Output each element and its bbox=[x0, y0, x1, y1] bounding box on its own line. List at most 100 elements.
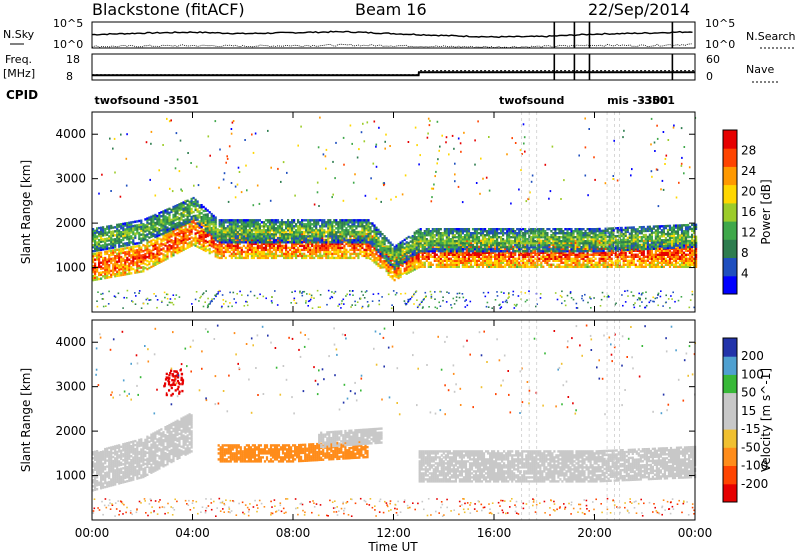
heatmap-cell bbox=[158, 257, 161, 260]
heatmap-cell bbox=[186, 230, 189, 233]
heatmap-cell bbox=[194, 232, 197, 235]
heatmap-cell bbox=[666, 259, 670, 262]
heatmap-cell bbox=[397, 246, 400, 250]
heatmap-cell bbox=[307, 227, 310, 230]
heatmap-cell bbox=[331, 229, 334, 232]
heatmap-cell bbox=[341, 241, 344, 244]
heatmap-cell bbox=[319, 244, 322, 248]
heatmap-cell bbox=[305, 248, 308, 252]
heatmap-cell bbox=[272, 233, 276, 236]
heatmap-cell bbox=[630, 247, 633, 250]
heatmap-cell bbox=[379, 242, 382, 246]
heatmap-cell bbox=[333, 221, 336, 224]
heatmap-cell bbox=[552, 243, 555, 246]
heatmap-cell bbox=[234, 219, 237, 222]
heatmap-cell bbox=[130, 241, 133, 244]
heatmap-cell bbox=[124, 244, 127, 247]
heatmap-cell bbox=[658, 261, 661, 264]
heatmap-cell bbox=[156, 258, 159, 261]
heatmap-cell bbox=[162, 226, 165, 229]
heatmap-cell bbox=[620, 249, 623, 252]
heatmap-cell bbox=[556, 255, 559, 258]
heatmap-cell bbox=[672, 253, 676, 256]
heatmap-cell bbox=[130, 235, 133, 238]
heatmap-cell bbox=[126, 266, 129, 270]
heatmap-cell bbox=[317, 221, 320, 224]
heatmap-cell bbox=[467, 257, 471, 260]
heatmap-cell bbox=[204, 235, 207, 239]
heatmap-cell bbox=[106, 239, 109, 242]
heatmap-cell bbox=[640, 263, 643, 266]
heatmap-cell bbox=[152, 264, 155, 268]
heatmap-cell bbox=[558, 251, 561, 254]
heatmap-cell bbox=[337, 223, 340, 226]
heatmap-cell bbox=[369, 228, 372, 231]
heatmap-cell bbox=[154, 243, 157, 246]
heatmap-cell bbox=[156, 242, 159, 245]
heatmap-cell bbox=[496, 261, 499, 264]
heatmap-cell bbox=[168, 234, 171, 237]
heatmap-cell bbox=[236, 231, 239, 234]
heatmap-cell bbox=[224, 221, 227, 224]
heatmap-cell bbox=[274, 241, 278, 244]
heatmap-cell bbox=[256, 237, 259, 240]
heatmap-cell bbox=[548, 259, 551, 262]
heatmap-cell bbox=[508, 255, 511, 258]
heatmap-cell bbox=[246, 240, 249, 244]
heatmap-cell bbox=[295, 231, 298, 234]
heatmap-cell bbox=[204, 223, 207, 226]
heatmap-cell bbox=[558, 263, 561, 266]
heatmap-cell bbox=[502, 239, 505, 242]
heatmap-cell bbox=[204, 215, 207, 218]
heatmap-cell bbox=[387, 273, 390, 276]
heatmap-cell bbox=[397, 254, 400, 258]
heatmap-cell bbox=[385, 267, 388, 271]
heatmap-cell bbox=[220, 223, 223, 226]
heatmap-cell bbox=[672, 259, 676, 262]
heatmap-cell bbox=[140, 239, 143, 242]
heatmap-cell bbox=[287, 235, 290, 238]
heatmap-cell bbox=[264, 237, 268, 240]
heatmap-cell bbox=[238, 256, 241, 260]
heatmap-cell bbox=[475, 265, 479, 268]
heatmap-cell bbox=[274, 256, 278, 260]
heatmap-cell bbox=[94, 252, 97, 255]
heatmap-cell bbox=[317, 244, 320, 248]
heatmap-cell bbox=[164, 236, 167, 239]
heatmap-cell bbox=[262, 229, 266, 232]
heatmap-cell bbox=[574, 247, 577, 250]
heatmap-cell bbox=[508, 259, 511, 262]
heatmap-cell bbox=[395, 255, 398, 259]
heatmap-cell bbox=[112, 240, 115, 243]
heatmap-cell bbox=[363, 235, 366, 238]
heatmap-cell bbox=[250, 242, 253, 246]
heatmap-cell bbox=[526, 253, 529, 256]
heatmap-cell bbox=[536, 257, 539, 260]
heatmap-cell bbox=[397, 252, 400, 256]
heatmap-cell bbox=[218, 236, 221, 240]
heatmap-cell bbox=[315, 250, 318, 254]
heatmap-cell bbox=[431, 245, 434, 248]
heatmap-cell bbox=[572, 265, 575, 268]
heatmap-cell bbox=[248, 237, 251, 240]
heatmap-cell bbox=[174, 240, 177, 244]
heatmap-cell bbox=[182, 232, 185, 236]
heatmap-cell bbox=[469, 259, 473, 262]
heatmap-cell bbox=[409, 270, 412, 273]
heatmap-cell bbox=[389, 275, 392, 278]
heatmap-cell bbox=[182, 236, 185, 240]
heatmap-cell bbox=[94, 270, 97, 273]
heatmap-cell bbox=[152, 260, 155, 264]
heatmap-cell bbox=[116, 262, 119, 265]
heatmap-cell bbox=[186, 203, 189, 206]
heatmap-cell bbox=[381, 237, 384, 240]
heatmap-cell bbox=[208, 217, 211, 220]
heatmap-cell bbox=[184, 214, 187, 217]
heatmap-cell bbox=[260, 250, 263, 254]
heatmap-cell bbox=[297, 241, 300, 244]
heatmap-cell bbox=[572, 257, 575, 260]
heatmap-cell bbox=[644, 259, 647, 262]
heatmap-cell bbox=[369, 222, 372, 225]
heatmap-cell bbox=[162, 237, 165, 240]
heatmap-cell bbox=[369, 245, 372, 248]
